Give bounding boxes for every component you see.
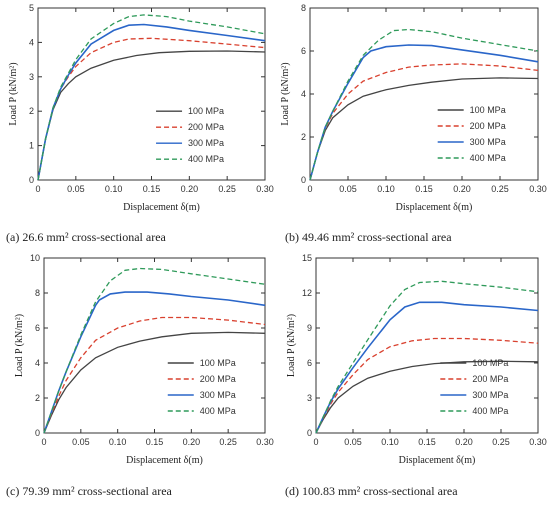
x-tick-label: 0.05: [344, 437, 362, 447]
legend-label: 200 MPa: [188, 122, 224, 132]
y-tick-label: 3: [29, 72, 34, 82]
y-axis-title: Load P (kN/m²): [8, 62, 19, 125]
y-tick-label: 0: [35, 428, 40, 438]
x-tick-label: 0.05: [67, 184, 85, 194]
y-tick-label: 5: [29, 3, 34, 13]
y-tick-label: 3: [307, 393, 312, 403]
x-tick-label: 0.10: [377, 184, 395, 194]
x-tick-label: 0.15: [418, 437, 436, 447]
y-tick-label: 2: [35, 393, 40, 403]
x-tick-label: 0.30: [529, 437, 547, 447]
legend-label: 400 MPa: [472, 406, 508, 416]
y-axis-title: Load P (kN/m²): [14, 314, 25, 377]
series-line-300-mpa: [43, 291, 266, 434]
y-tick-label: 1: [29, 141, 34, 151]
legend-label: 300 MPa: [200, 390, 236, 400]
x-tick-label: 0: [313, 437, 318, 447]
x-tick-label: 0.15: [415, 184, 433, 194]
chart-panel-c: 0 0.05 0.10 0.15 0.20 0.25 0.30 0 2 4 6 8 10 Displace…: [14, 253, 274, 466]
legend-label: 400 MPa: [200, 406, 236, 416]
x-tick-label: 0.20: [453, 184, 471, 194]
legend-label: 200 MPa: [472, 374, 508, 384]
series-line-100-mpa: [43, 331, 266, 434]
x-tick-label: 0.10: [381, 437, 399, 447]
series-line-200-mpa: [315, 337, 539, 434]
legend-label: 300 MPa: [470, 137, 506, 147]
series-line-400-mpa: [315, 280, 539, 434]
series-line-400-mpa: [309, 28, 539, 181]
y-tick-label: 0: [301, 175, 306, 185]
y-tick-label: 4: [29, 37, 34, 47]
series-line-300-mpa: [309, 44, 539, 181]
legend-label: 100 MPa: [470, 105, 506, 115]
legend-label: 100 MPa: [472, 358, 508, 368]
plot-frame: [37, 7, 266, 181]
x-tick-label: 0.25: [492, 437, 510, 447]
y-tick-label: 6: [301, 46, 306, 56]
legend-label: 400 MPa: [470, 153, 506, 163]
caption-d: (d) 100.83 mm² cross-sectional area: [285, 484, 458, 498]
y-tick-label: 0: [29, 175, 34, 185]
x-tick-label: 0.30: [529, 184, 547, 194]
chart-panel-b: 0 0.05 0.10 0.15 0.20 0.25 0.30 0 2 4 6 8 Displaceme…: [280, 3, 547, 213]
legend-label: 100 MPa: [200, 358, 236, 368]
y-tick-label: 8: [35, 288, 40, 298]
caption-c: (c) 79.39 mm² cross-sectional area: [6, 484, 172, 498]
legend-label: 100 MPa: [188, 106, 224, 116]
x-tick-label: 0.15: [146, 437, 164, 447]
x-tick-label: 0.20: [455, 437, 473, 447]
y-tick-label: 2: [29, 106, 34, 116]
y-tick-label: 0: [307, 428, 312, 438]
x-tick-label: 0.10: [109, 437, 127, 447]
y-axis-title: Load P (kN/m²): [286, 314, 297, 377]
x-axis-title: Displacement δ(m): [396, 202, 473, 213]
series-line-100-mpa: [315, 360, 539, 434]
x-axis-title: Displacement δ(m): [123, 202, 200, 213]
series-line-400-mpa: [43, 267, 266, 434]
y-tick-label: 10: [30, 253, 40, 263]
series-line-200-mpa: [37, 37, 266, 181]
y-tick-label: 15: [302, 253, 312, 263]
y-tick-label: 9: [307, 323, 312, 333]
chart-panel-a: 0 0.05 0.10 0.15 0.20 0.25 0.30 0 1 2 3 4 5 Displacem…: [8, 3, 274, 213]
series-line-300-mpa: [37, 23, 266, 181]
x-tick-label: 0.15: [143, 184, 161, 194]
x-tick-label: 0.30: [256, 184, 274, 194]
series-line-400-mpa: [37, 14, 266, 181]
x-tick-label: 0.20: [181, 184, 199, 194]
x-tick-label: 0.05: [72, 437, 90, 447]
x-tick-label: 0: [35, 184, 40, 194]
x-axis-title: Displacement δ(m): [399, 455, 476, 466]
x-tick-label: 0.30: [256, 437, 274, 447]
caption-b: (b) 49.46 mm² cross-sectional area: [285, 230, 452, 244]
y-tick-label: 4: [35, 358, 40, 368]
y-tick-label: 4: [301, 89, 306, 99]
series-line-200-mpa: [43, 316, 266, 434]
y-tick-label: 6: [307, 358, 312, 368]
x-tick-label: 0.25: [218, 184, 236, 194]
x-tick-label: 0.25: [219, 437, 237, 447]
y-axis-title: Load P (kN/m²): [280, 62, 291, 125]
x-tick-label: 0: [41, 437, 46, 447]
legend-label: 200 MPa: [200, 374, 236, 384]
y-tick-label: 6: [35, 323, 40, 333]
y-tick-label: 2: [301, 132, 306, 142]
x-tick-label: 0.05: [339, 184, 357, 194]
x-tick-label: 0.25: [491, 184, 509, 194]
legend-label: 200 MPa: [470, 121, 506, 131]
x-tick-label: 0.10: [105, 184, 123, 194]
x-tick-label: 0.20: [183, 437, 201, 447]
chart-panel-d: 0 0.05 0.10 0.15 0.20 0.25 0.30 0 3 6 9 12 15 Displac…: [286, 253, 547, 466]
x-tick-label: 0: [307, 184, 312, 194]
y-tick-label: 8: [301, 3, 306, 13]
legend-label: 300 MPa: [188, 138, 224, 148]
y-tick-label: 12: [302, 288, 312, 298]
legend-label: 300 MPa: [472, 390, 508, 400]
caption-a: (a) 26.6 mm² cross-sectional area: [6, 230, 166, 244]
series-line-100-mpa: [309, 77, 539, 181]
x-axis-title: Displacement δ(m): [126, 455, 203, 466]
legend-label: 400 MPa: [188, 154, 224, 164]
